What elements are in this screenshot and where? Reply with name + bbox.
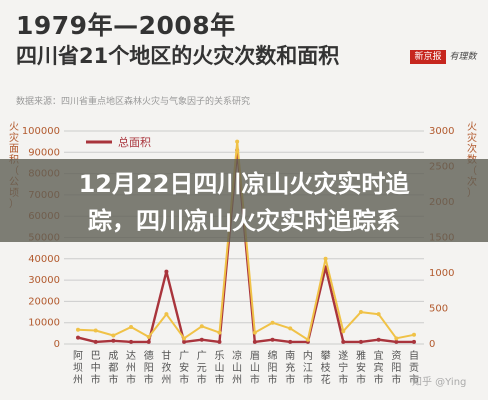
- y-left-tick-label: 40000: [28, 254, 60, 265]
- count-point: [358, 310, 363, 315]
- count-point: [235, 139, 240, 144]
- partner-logo: 有理数: [449, 52, 477, 62]
- count-point: [199, 324, 204, 329]
- x-category-label: 乐山市: [214, 350, 224, 386]
- count-point: [182, 336, 187, 341]
- area-point: [199, 337, 204, 342]
- x-category-label: 凉山州: [232, 349, 242, 386]
- x-category-label: 阿坝州: [73, 350, 83, 386]
- y-left-tick-label: 100000: [22, 126, 60, 137]
- x-category-label: 广元市: [197, 350, 207, 386]
- y-right-tick-label: 500: [429, 304, 448, 315]
- count-point: [394, 336, 399, 341]
- x-category-label: 广安市: [179, 350, 189, 386]
- chart-subtitle: 四川省21个地区的火灾次数和面积: [16, 44, 340, 68]
- area-point: [129, 339, 134, 344]
- x-category-label: 眉山市: [250, 350, 260, 386]
- y-right-tick-label: 3000: [429, 126, 454, 137]
- count-point: [412, 332, 416, 337]
- x-category-label: 德阳市: [144, 349, 154, 386]
- chart-title: 1979年—2008年: [16, 11, 236, 40]
- area-point: [182, 339, 187, 344]
- count-point: [111, 333, 116, 338]
- y-left-tick-label: 30000: [28, 275, 60, 286]
- count-point: [323, 256, 328, 261]
- x-category-label: 资阳市: [391, 350, 401, 386]
- area-point: [146, 339, 151, 344]
- watermark: 知乎 @Ying: [412, 377, 467, 388]
- count-point: [341, 329, 346, 334]
- count-point: [93, 328, 98, 333]
- area-point: [93, 339, 98, 344]
- area-point: [252, 339, 257, 344]
- area-point: [270, 337, 275, 342]
- count-point: [270, 320, 275, 325]
- count-point: [217, 330, 222, 335]
- area-point: [358, 339, 363, 344]
- headline-line-2: 踪，四川凉山火灾实时追踪系: [88, 207, 400, 235]
- area-point: [164, 269, 169, 274]
- x-category-label: 绵阳市: [268, 349, 278, 386]
- x-category-label: 巴中市: [91, 350, 101, 386]
- publisher-logo: 新京报: [410, 50, 446, 64]
- y-left-tick-label: 0: [54, 339, 60, 350]
- area-point: [217, 339, 222, 344]
- y-left-tick-label: 10000: [28, 318, 60, 329]
- x-category-label: 甘孜州: [161, 349, 171, 386]
- y-right-tick-label: 0: [429, 339, 435, 350]
- area-point: [111, 338, 116, 343]
- x-category-label: 成都市: [108, 350, 118, 386]
- x-category-label: 攀枝花: [321, 349, 331, 386]
- legend-label-area: 总面积: [118, 135, 151, 149]
- count-point: [288, 326, 293, 331]
- x-category-label: 自贡市: [409, 349, 419, 386]
- count-point: [305, 337, 310, 342]
- x-category-label: 遂宁市: [338, 349, 348, 386]
- headline-line-1: 12月22日四川凉山火灾实时追: [78, 170, 410, 198]
- count-point: [376, 312, 381, 317]
- area-point: [412, 339, 416, 344]
- area-point: [288, 339, 293, 344]
- count-point: [76, 327, 80, 332]
- count-point: [129, 324, 134, 329]
- x-category-label: 内江市: [303, 349, 313, 386]
- count-point: [164, 312, 169, 317]
- data-source-note: 数据来源：四川省重点地区森林火灾与气象因子的关系研究: [16, 97, 251, 107]
- area-point: [394, 339, 399, 344]
- y-right-tick-label: 1000: [429, 268, 454, 279]
- x-category-label: 达州市: [126, 350, 136, 386]
- count-point: [252, 330, 257, 335]
- y-left-tick-label: 20000: [28, 296, 60, 307]
- area-point: [341, 339, 346, 344]
- x-category-label: 雅安市: [356, 349, 366, 386]
- count-point: [146, 334, 151, 339]
- area-point: [376, 337, 381, 342]
- headline-banner: [0, 159, 488, 242]
- y-left-tick-label: 90000: [28, 147, 60, 158]
- x-category-label: 宜宾市: [374, 349, 384, 386]
- x-category-label: 南充市: [285, 349, 295, 386]
- area-point: [76, 335, 80, 340]
